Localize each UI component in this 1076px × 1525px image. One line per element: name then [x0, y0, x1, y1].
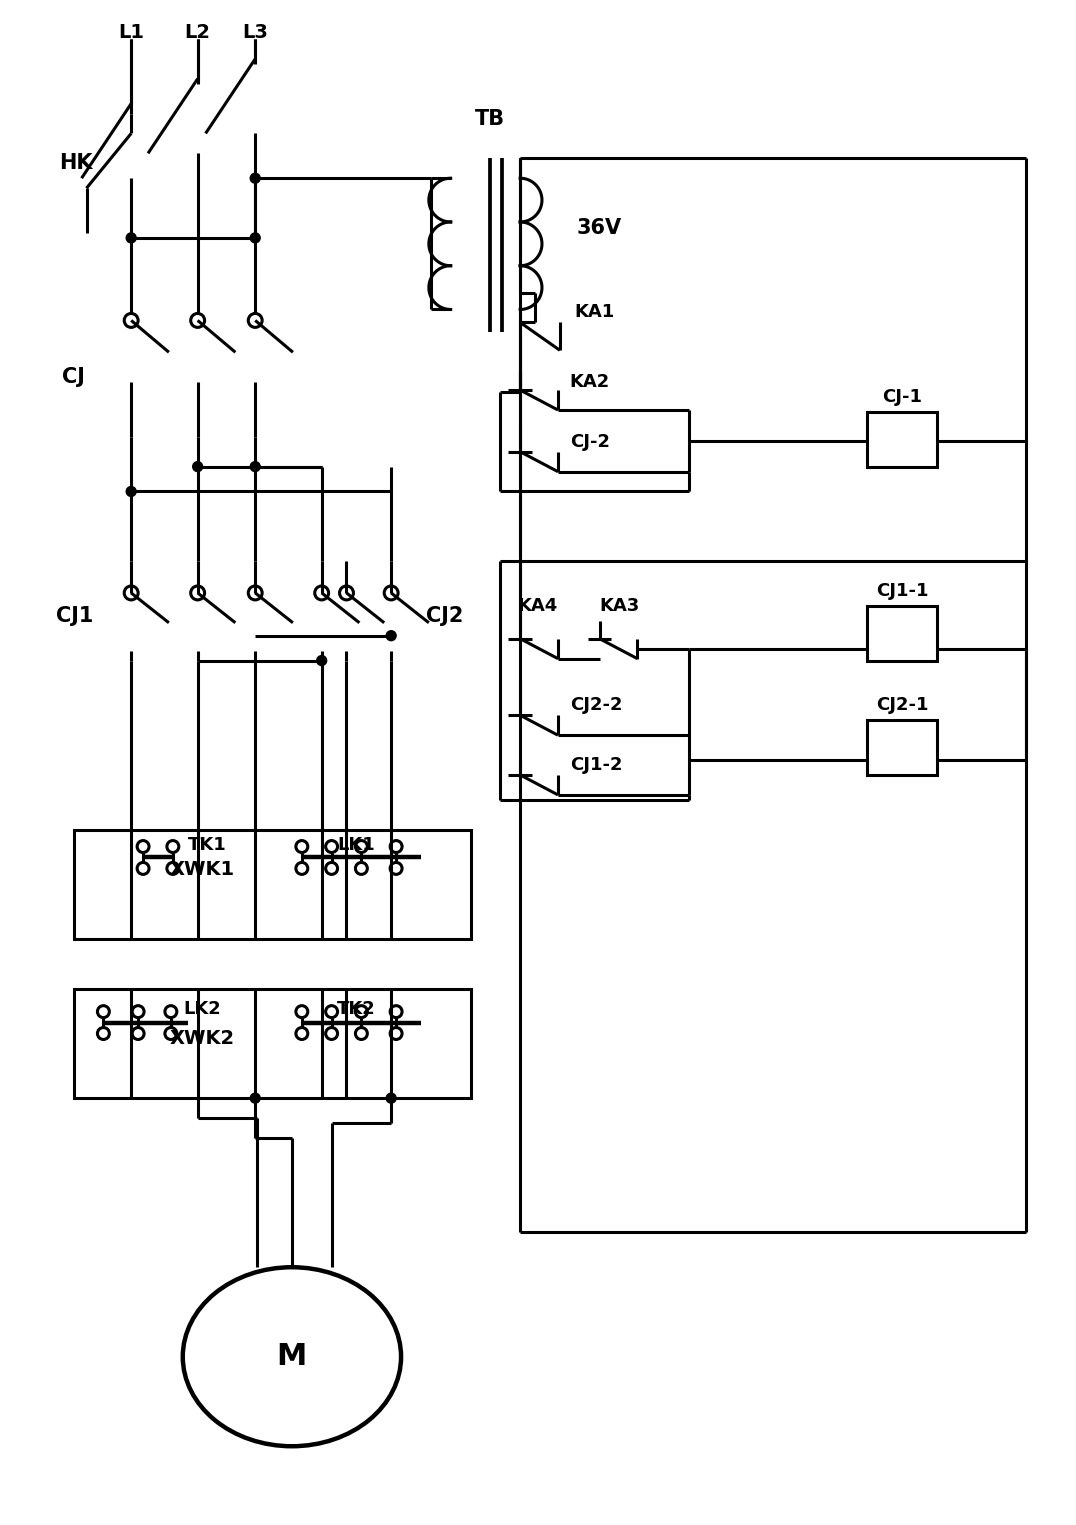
- Text: TB: TB: [476, 108, 506, 128]
- Text: CJ-2: CJ-2: [570, 433, 610, 451]
- Circle shape: [251, 462, 260, 471]
- Circle shape: [126, 233, 137, 242]
- Text: HK: HK: [59, 154, 93, 174]
- Text: KA2: KA2: [570, 374, 610, 390]
- Bar: [867, 605, 937, 660]
- Text: L3: L3: [242, 23, 268, 41]
- Text: TK1: TK1: [188, 836, 227, 854]
- Text: LK2: LK2: [184, 1000, 222, 1017]
- Circle shape: [386, 1093, 396, 1103]
- Text: CJ2-1: CJ2-1: [876, 697, 929, 714]
- Circle shape: [193, 462, 202, 471]
- Text: XWK1: XWK1: [170, 860, 236, 878]
- Circle shape: [126, 486, 137, 497]
- Text: TK2: TK2: [337, 1000, 376, 1017]
- Text: L2: L2: [185, 23, 211, 41]
- Text: L1: L1: [118, 23, 144, 41]
- Text: CJ-1: CJ-1: [882, 387, 922, 406]
- Text: M: M: [277, 1342, 307, 1371]
- Text: KA1: KA1: [575, 303, 615, 322]
- Text: KA3: KA3: [599, 596, 639, 615]
- Bar: [867, 720, 937, 775]
- Text: KA4: KA4: [518, 596, 558, 615]
- Circle shape: [386, 631, 396, 640]
- Text: CJ2: CJ2: [426, 605, 464, 625]
- Bar: [73, 830, 470, 939]
- Text: CJ1-1: CJ1-1: [876, 583, 929, 599]
- Text: CJ1-2: CJ1-2: [570, 756, 622, 775]
- Text: XWK2: XWK2: [170, 1029, 236, 1048]
- Text: CJ1: CJ1: [56, 605, 94, 625]
- Circle shape: [251, 233, 260, 242]
- Text: 36V: 36V: [577, 218, 622, 238]
- Bar: [73, 988, 470, 1098]
- Text: CJ2-2: CJ2-2: [570, 697, 622, 714]
- Circle shape: [251, 174, 260, 183]
- Circle shape: [251, 1093, 260, 1103]
- Circle shape: [316, 656, 327, 665]
- Text: CJ: CJ: [61, 368, 85, 387]
- Bar: [867, 412, 937, 467]
- Text: LK1: LK1: [338, 836, 376, 854]
